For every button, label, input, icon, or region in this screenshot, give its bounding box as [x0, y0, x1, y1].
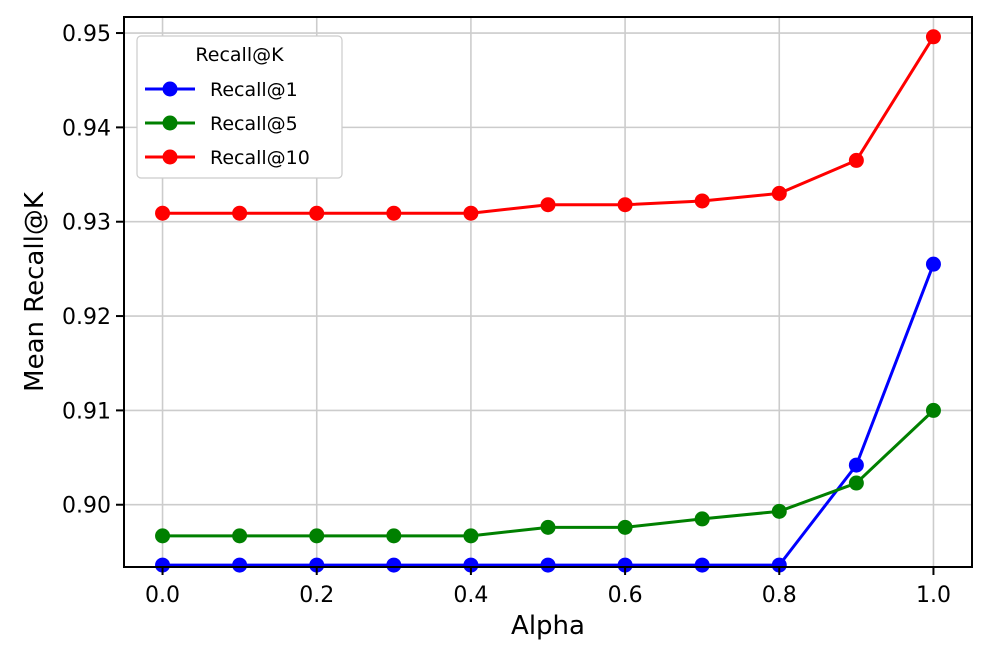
legend-box	[136, 35, 343, 179]
data-point	[232, 528, 248, 544]
legend-label: Recall@10	[210, 147, 310, 169]
data-point	[925, 29, 941, 45]
data-point	[848, 152, 864, 168]
series-recall-10	[155, 29, 941, 221]
x-tick-label: 0.6	[608, 583, 643, 608]
data-point	[463, 528, 479, 544]
data-point	[540, 519, 556, 535]
y-tick-label: 0.90	[62, 494, 111, 519]
data-point	[463, 557, 479, 573]
data-point	[540, 197, 556, 213]
data-point	[309, 528, 325, 544]
data-point	[694, 511, 710, 527]
legend-marker	[162, 149, 178, 165]
data-point	[309, 557, 325, 573]
axis-ticks: 0.0 0.2 0.4 0.6 0.8 1.0 0.90 0.91 0.92 0.93 0.94 0.…	[62, 22, 951, 608]
plot-frame	[123, 16, 973, 568]
data-point	[155, 557, 171, 573]
x-tick-label: 1.0	[916, 583, 951, 608]
data-point	[386, 528, 402, 544]
y-tick-label: 0.92	[62, 305, 111, 330]
x-axis-label: Alpha	[511, 611, 585, 641]
data-point	[155, 205, 171, 221]
data-point	[155, 528, 171, 544]
data-point	[848, 475, 864, 491]
x-tick-label: 0.4	[453, 583, 488, 608]
legend-marker	[162, 115, 178, 131]
data-point	[848, 457, 864, 473]
data-point	[463, 205, 479, 221]
series-recall-5	[155, 402, 941, 544]
data-point	[694, 193, 710, 209]
y-tick-label: 0.91	[62, 399, 111, 424]
y-tick-label: 0.93	[62, 211, 111, 236]
y-axis-label: Mean Recall@K	[20, 191, 50, 392]
legend: Recall@K Recall@1 Recall@5 Recall@10	[136, 35, 343, 179]
x-tick-label: 0.8	[762, 583, 797, 608]
series-recall-1	[155, 256, 941, 573]
data-point	[386, 205, 402, 221]
data-point	[309, 205, 325, 221]
y-tick-label: 0.95	[62, 22, 111, 47]
series-layer	[155, 29, 941, 573]
legend-label: Recall@1	[210, 79, 298, 101]
data-point	[232, 205, 248, 221]
data-point	[694, 557, 710, 573]
data-point	[771, 557, 787, 573]
data-point	[617, 557, 633, 573]
data-point	[925, 256, 941, 272]
legend-label: Recall@5	[210, 113, 298, 135]
y-tick-label: 0.94	[62, 116, 111, 141]
legend-item: Recall@10	[145, 147, 310, 169]
x-tick-label: 0.2	[299, 583, 334, 608]
legend-marker	[162, 81, 178, 97]
legend-item: Recall@1	[145, 79, 298, 101]
legend-items: Recall@1 Recall@5 Recall@10	[145, 79, 310, 169]
data-point	[771, 503, 787, 519]
x-tick-label: 0.0	[145, 583, 180, 608]
data-point	[925, 402, 941, 418]
data-point	[386, 557, 402, 573]
data-point	[617, 519, 633, 535]
legend-title: Recall@K	[195, 44, 284, 66]
data-point	[771, 185, 787, 201]
legend-item: Recall@5	[145, 113, 298, 135]
data-point	[232, 557, 248, 573]
data-point	[540, 557, 556, 573]
data-point	[617, 197, 633, 213]
